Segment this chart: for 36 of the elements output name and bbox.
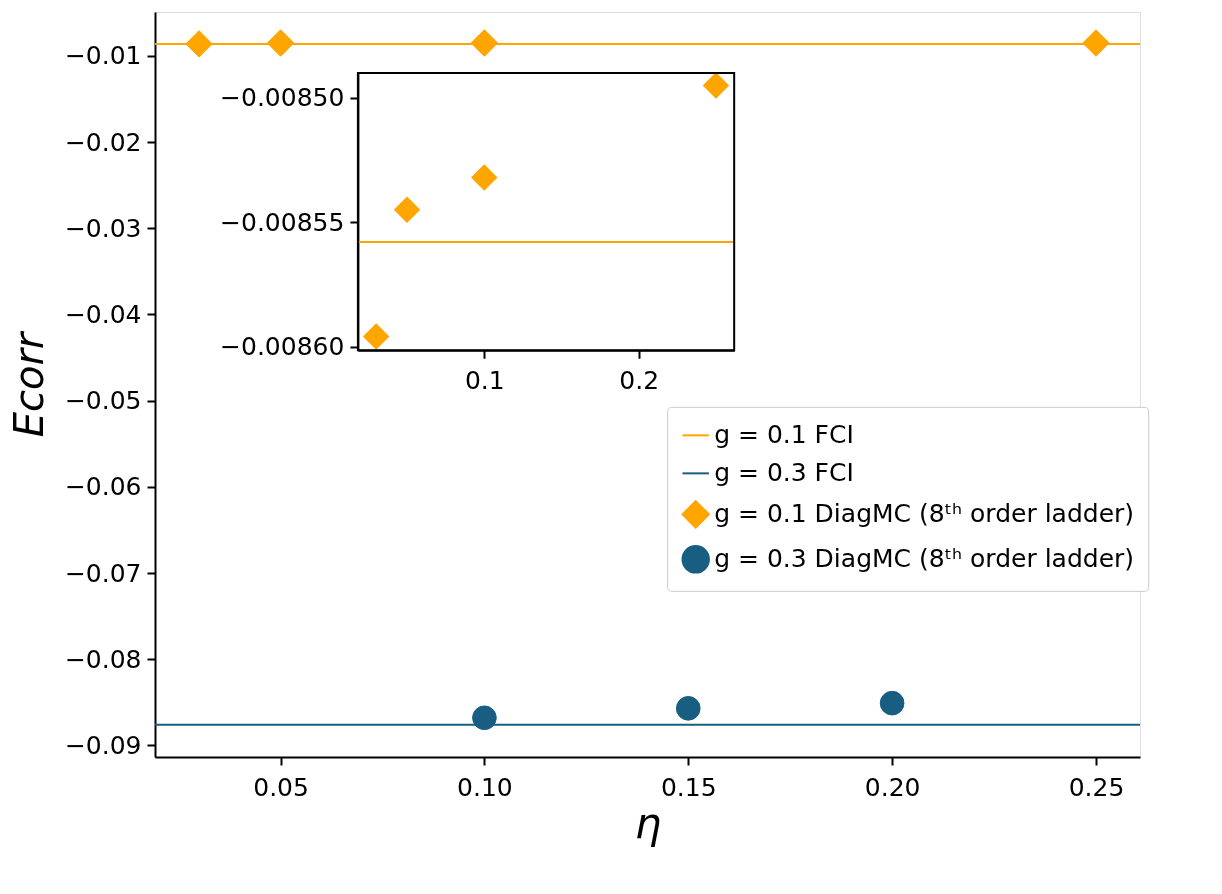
y-tick-label: −0.09 [64, 730, 142, 760]
y-tick-label: −0.03 [64, 213, 142, 243]
x-tick-label: 0.05 [253, 772, 309, 802]
y-tick-label: −0.05 [64, 386, 142, 416]
point [185, 30, 213, 58]
point [879, 690, 905, 716]
y-tick-label: −0.07 [64, 558, 142, 588]
point [472, 705, 497, 731]
point [266, 29, 295, 57]
legend-label: g = 0.1 DiagMC (8ᵗʰ order ladder) [714, 499, 1135, 529]
y-tick-label: −0.08 [64, 644, 142, 674]
legend-label: g = 0.3 FCI [714, 458, 854, 488]
y-tick-label: −0.06 [64, 472, 142, 502]
point [362, 323, 390, 350]
y-tick-label: −0.04 [64, 299, 142, 329]
point [675, 696, 701, 721]
point [1082, 29, 1110, 57]
point [470, 29, 499, 57]
x-axis-title: η [634, 798, 662, 848]
x-tick-label: 0.25 [1068, 772, 1125, 802]
point [471, 164, 498, 191]
y-tick-label: −0.00860 [220, 332, 345, 361]
x-tick-label: 0.10 [457, 772, 513, 802]
x-tick-label: 0.20 [864, 772, 921, 802]
y-tick-label: −0.02 [64, 127, 142, 157]
x-tick-label: 0.2 [619, 365, 660, 395]
x-tick-label: 0.15 [660, 772, 717, 802]
legend-label: g = 0.1 FCI [714, 420, 854, 450]
legend-label: g = 0.3 DiagMC (8ᵗʰ order ladder) [714, 544, 1135, 574]
y-tick-label: −0.01 [64, 41, 142, 71]
y-tick-label: −0.00855 [220, 207, 345, 237]
point [393, 196, 421, 224]
y-tick-label: −0.00850 [220, 83, 345, 113]
point [702, 72, 730, 99]
y-axis-title: Ecorr [5, 330, 52, 438]
x-tick-label: 0.1 [464, 365, 505, 395]
